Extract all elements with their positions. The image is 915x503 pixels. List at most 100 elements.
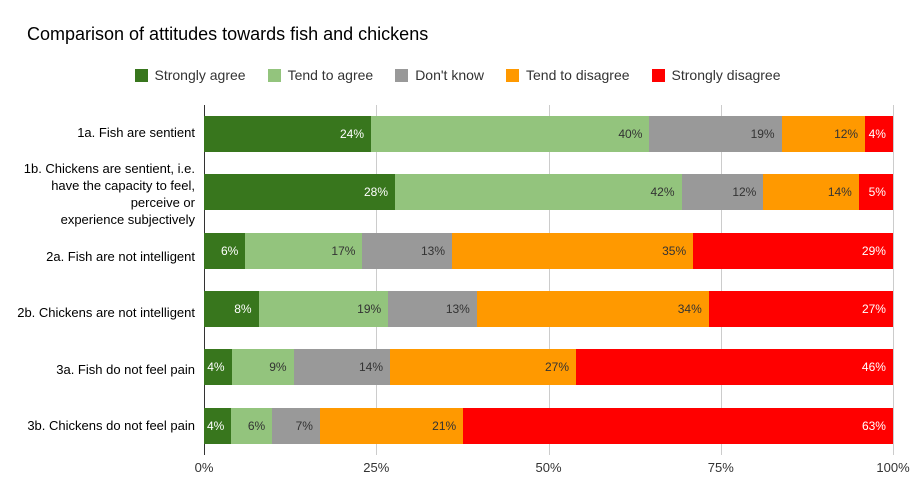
x-axis-tick-label: 100% xyxy=(876,460,910,475)
gridline xyxy=(893,105,894,455)
bar-track: 24% 40% 19% 12% 4% xyxy=(204,116,893,153)
bar-segment-tend-to-disagree: 12% xyxy=(781,116,866,153)
bar-segment-label: 6% xyxy=(247,418,266,433)
bar-segment-label: 17% xyxy=(331,243,356,258)
bar-track: 4% 6% 7% 21% 63% xyxy=(204,407,893,444)
category-label: 3b. Chickens do not feel pain xyxy=(27,418,195,434)
legend-swatch-icon xyxy=(267,68,281,82)
bar-segment-label: 13% xyxy=(445,302,470,317)
bar-segment-tend-to-agree: 17% xyxy=(245,232,363,269)
bar-segment-don-t-know: 7% xyxy=(272,407,320,444)
bar-segment-don-t-know: 14% xyxy=(293,349,390,386)
plot-area: 24% 40% 19% 12% 4% 28% 42% 12% 14% 5% 6% 17% 13% 35% 2… xyxy=(204,105,894,455)
bar-segment-label: 4% xyxy=(868,127,886,142)
chart-row: 24% 40% 19% 12% 4% xyxy=(204,105,893,163)
bar-segment-tend-to-agree: 40% xyxy=(371,116,650,153)
chart-row: 8% 19% 13% 34% 27% xyxy=(204,280,893,338)
x-axis-tick-label: 75% xyxy=(707,460,734,475)
bar-segment-strongly-agree: 24% xyxy=(204,116,372,153)
category-label: 2b. Chickens are not intelligent xyxy=(17,305,195,321)
legend-item-label: Strongly disagree xyxy=(671,67,781,83)
legend-item-tend-to-disagree: Tend to disagree xyxy=(506,67,630,83)
bar-segment-don-t-know: 19% xyxy=(649,116,782,153)
bar-segment-don-t-know: 13% xyxy=(388,291,477,328)
bar-segment-label: 14% xyxy=(827,185,852,200)
x-axis-ticks: 0% 25% 50% 75% 100% xyxy=(195,460,910,476)
legend-swatch-icon xyxy=(651,68,665,82)
legend-item-label: Tend to disagree xyxy=(526,67,630,83)
bar-segment-label: 63% xyxy=(861,418,886,433)
bar-segment-strongly-disagree: 27% xyxy=(708,291,893,328)
bar-segment-tend-to-disagree: 14% xyxy=(763,174,859,211)
bar-segment-label: 19% xyxy=(357,302,382,317)
legend-item-label: Tend to agree xyxy=(287,67,374,83)
bar-segment-label: 14% xyxy=(358,360,383,375)
chart-row: 6% 17% 13% 35% 29% xyxy=(204,222,893,280)
bar-segment-tend-to-agree: 42% xyxy=(395,174,682,211)
category-labels-column: 1a. Fish are sentient 1b. Chickens are se… xyxy=(0,105,195,455)
bar-segment-tend-to-agree: 9% xyxy=(231,349,294,386)
chart-row: 4% 9% 14% 27% 46% xyxy=(204,338,893,396)
bar-segment-label: 21% xyxy=(432,418,457,433)
category-label: 2a. Fish are not intelligent xyxy=(46,248,195,264)
gridline xyxy=(548,105,550,455)
bar-segment-label: 42% xyxy=(650,185,675,200)
gridline xyxy=(376,105,378,455)
category-label: 1a. Fish are sentient xyxy=(77,124,195,140)
gridline xyxy=(720,105,722,455)
bar-segment-strongly-agree: 28% xyxy=(204,174,395,211)
bar-segment-tend-to-disagree: 34% xyxy=(476,291,709,328)
bar-segment-strongly-disagree: 46% xyxy=(576,349,893,386)
legend-item-label: Don't know xyxy=(415,67,485,83)
bar-track: 4% 9% 14% 27% 46% xyxy=(204,349,893,386)
bar-track: 6% 17% 13% 35% 29% xyxy=(204,232,893,269)
bar-segment-label: 40% xyxy=(618,127,643,142)
bar-track: 8% 19% 13% 34% 27% xyxy=(204,291,893,328)
bar-segment-tend-to-disagree: 27% xyxy=(390,349,577,386)
bar-segment-label: 27% xyxy=(861,302,886,317)
chart-row: 28% 42% 12% 14% 5% xyxy=(204,163,893,221)
bar-segment-label: 8% xyxy=(234,302,252,317)
bar-segment-label: 5% xyxy=(868,185,886,200)
bar-segment-tend-to-disagree: 21% xyxy=(319,407,464,444)
bar-segment-tend-to-agree: 6% xyxy=(231,407,273,444)
bar-segment-strongly-disagree: 63% xyxy=(463,407,893,444)
bar-segment-tend-to-disagree: 35% xyxy=(452,232,694,269)
bar-segment-label: 13% xyxy=(420,243,446,258)
bar-segment-strongly-disagree: 5% xyxy=(858,174,893,211)
bar-segment-label: 7% xyxy=(295,418,313,433)
bar-segment-strongly-agree: 6% xyxy=(204,232,246,269)
bar-segment-label: 12% xyxy=(834,127,859,142)
bar-segment-label: 24% xyxy=(339,127,365,142)
category-label: 1b. Chickens are sentient, i.e. have the … xyxy=(23,161,195,228)
bar-segment-label: 29% xyxy=(861,243,886,258)
legend-item-tend-to-agree: Tend to agree xyxy=(267,67,374,83)
legend-item-label: Strongly agree xyxy=(154,67,246,83)
legend-item-strongly-agree: Strongly agree xyxy=(134,67,246,83)
bar-segment-label: 12% xyxy=(732,185,757,200)
legend-swatch-icon xyxy=(395,68,409,82)
bar-segment-strongly-agree: 4% xyxy=(204,349,232,386)
legend-swatch-icon xyxy=(134,68,148,82)
bar-segment-don-t-know: 13% xyxy=(362,232,453,269)
bar-segment-label: 28% xyxy=(363,185,388,200)
category-label: 3a. Fish do not feel pain xyxy=(56,361,195,377)
bar-segment-label: 34% xyxy=(677,302,702,317)
x-axis-tick-label: 50% xyxy=(535,460,562,475)
bar-segment-strongly-agree: 4% xyxy=(204,407,232,444)
bar-segment-label: 46% xyxy=(861,360,886,375)
legend-item-don-t-know: Don't know xyxy=(395,67,484,83)
bar-segment-label: 27% xyxy=(544,360,570,375)
bar-segment-strongly-disagree: 29% xyxy=(693,232,893,269)
x-axis-tick-label: 0% xyxy=(194,460,214,475)
bar-segment-don-t-know: 12% xyxy=(681,174,764,211)
bar-segment-label: 19% xyxy=(750,127,775,142)
chart-row: 4% 6% 7% 21% 63% xyxy=(204,397,893,455)
bar-segment-label: 4% xyxy=(207,360,225,375)
x-axis-tick-label: 25% xyxy=(363,460,390,475)
chart-rows: 24% 40% 19% 12% 4% 28% 42% 12% 14% 5% 6% 17% 13% 35% 2… xyxy=(204,105,893,455)
bar-segment-strongly-disagree: 4% xyxy=(865,116,893,153)
chart-legend: Strongly agree Tend to agree Don't know Ten… xyxy=(0,66,915,84)
bar-segment-label: 35% xyxy=(662,243,687,258)
